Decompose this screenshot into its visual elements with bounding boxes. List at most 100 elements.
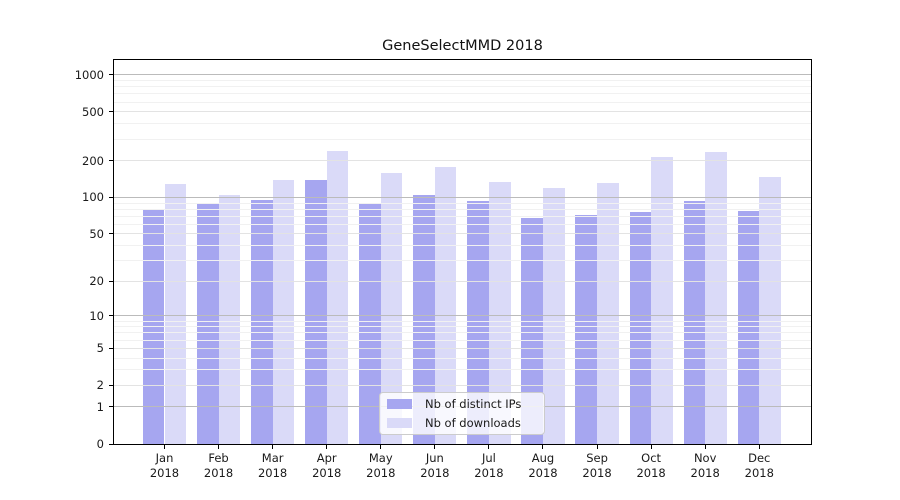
y-tick-label-10: 10	[89, 308, 104, 323]
bar-nb-of-downloads-mar	[272, 180, 295, 444]
x-tick-label-jan-2018: Jan 2018	[149, 451, 180, 480]
x-tick-label-jul-2018: Jul 2018	[474, 451, 504, 480]
gridline-90	[114, 202, 811, 204]
y-tick-500	[109, 111, 113, 113]
gridline-50	[114, 233, 811, 235]
gridline-400	[114, 123, 811, 125]
x-tick-jun	[434, 445, 436, 449]
bar-nb-of-downloads-dec	[759, 177, 781, 444]
y-tick-1	[109, 406, 113, 408]
gridline-300	[114, 138, 811, 140]
bar-nb-of-distinct-ips-jun	[413, 194, 435, 444]
y-tick-label-200: 200	[82, 153, 104, 168]
gridline-70	[114, 215, 811, 217]
x-tick-label-oct-2018: Oct 2018	[636, 451, 666, 480]
bar-nb-of-downloads-nov	[705, 151, 727, 444]
y-tick-10	[109, 315, 113, 317]
gridline-5	[114, 347, 811, 349]
y-tick-2	[109, 384, 113, 386]
y-tick-label-2: 2	[96, 378, 104, 393]
gridline-10	[114, 315, 811, 317]
gridline-30	[114, 260, 811, 262]
x-tick-label-sep-2018: Sep 2018	[582, 451, 612, 480]
y-tick-1000	[109, 74, 113, 76]
x-tick-label-may-2018: May 2018	[366, 451, 396, 480]
gridline-60	[114, 223, 811, 225]
x-tick-apr	[326, 445, 328, 449]
x-tick-jan	[164, 445, 165, 449]
gridline-700	[114, 93, 811, 95]
y-tick-label-1000: 1000	[74, 67, 104, 82]
x-tick-sep	[596, 445, 598, 449]
gridline-7	[114, 332, 811, 334]
gridline-800	[114, 86, 811, 88]
gridline-600	[114, 101, 811, 103]
x-tick-may	[380, 445, 382, 449]
x-tick-dec	[758, 445, 760, 449]
x-tick-label-feb-2018: Feb 2018	[203, 451, 234, 480]
gridline-8	[114, 326, 811, 328]
x-tick-nov	[704, 445, 706, 449]
y-tick-0	[109, 443, 113, 445]
bar-nb-of-distinct-ips-sep	[575, 214, 598, 444]
bar-nb-of-downloads-sep	[597, 183, 619, 444]
bar-nb-of-downloads-may	[380, 173, 403, 444]
gridline-40	[114, 245, 811, 247]
y-tick-label-100: 100	[82, 190, 104, 205]
gridline-100	[114, 196, 811, 198]
y-tick-100	[109, 196, 113, 198]
bar-nb-of-distinct-ips-may	[359, 203, 381, 444]
y-tick-200	[109, 160, 113, 162]
bar-nb-of-distinct-ips-nov	[683, 200, 706, 444]
bar-nb-of-distinct-ips-oct	[629, 211, 652, 444]
gridline-20	[114, 280, 811, 282]
gridline-2	[114, 384, 811, 386]
x-tick-jul	[488, 445, 490, 449]
legend-item-distinct-ips: Nb of distinct IPs	[387, 395, 544, 414]
gridline-200	[114, 160, 811, 162]
bar-nb-of-downloads-oct	[651, 156, 673, 444]
y-tick-20	[109, 280, 113, 282]
gridline-6	[114, 339, 811, 341]
bars-layer	[114, 60, 811, 444]
x-tick-label-aug-2018: Aug 2018	[528, 451, 558, 480]
x-tick-label-jun-2018: Jun 2018	[420, 451, 450, 480]
legend-label-distinct-ips: Nb of distinct IPs	[425, 397, 522, 411]
x-tick-label-nov-2018: Nov 2018	[690, 451, 720, 480]
bar-nb-of-distinct-ips-aug	[521, 217, 543, 444]
y-tick-label-5: 5	[96, 341, 104, 356]
bar-nb-of-distinct-ips-feb	[196, 204, 219, 444]
gridline-1000	[114, 74, 811, 76]
y-tick-label-500: 500	[82, 104, 104, 119]
x-tick-label-apr-2018: Apr 2018	[312, 451, 342, 480]
x-tick-aug	[542, 445, 544, 449]
bar-nb-of-distinct-ips-jul	[467, 200, 489, 444]
x-tick-feb	[218, 445, 220, 449]
gridline-500	[114, 111, 811, 113]
gridline-4	[114, 357, 811, 359]
bar-nb-of-downloads-jul	[488, 181, 511, 444]
gridline-9	[114, 320, 811, 322]
bar-nb-of-downloads-jan	[164, 183, 187, 444]
x-tick-label-dec-2018: Dec 2018	[744, 451, 774, 480]
x-tick-oct	[650, 445, 652, 449]
legend-label-downloads: Nb of downloads	[425, 416, 521, 430]
bar-nb-of-downloads-jun	[434, 167, 457, 444]
x-tick-label-mar-2018: Mar 2018	[257, 451, 288, 480]
y-tick-label-20: 20	[89, 274, 104, 289]
y-tick-5	[109, 347, 113, 349]
plot-area: Nb of distinct IPs Nb of downloads	[113, 59, 812, 445]
legend-item-downloads: Nb of downloads	[387, 414, 544, 433]
y-tick-label-1: 1	[96, 399, 104, 414]
y-tick-label-50: 50	[89, 226, 104, 241]
bar-nb-of-downloads-feb	[218, 194, 241, 444]
x-tick-mar	[272, 445, 274, 449]
gridline-80	[114, 208, 811, 210]
y-tick-label-0: 0	[96, 437, 104, 451]
y-tick-50	[109, 233, 113, 235]
legend-swatch-downloads	[387, 418, 412, 428]
grid-layer	[114, 60, 811, 444]
legend-swatch-distinct-ips	[387, 399, 412, 409]
gridline-900	[114, 80, 811, 82]
